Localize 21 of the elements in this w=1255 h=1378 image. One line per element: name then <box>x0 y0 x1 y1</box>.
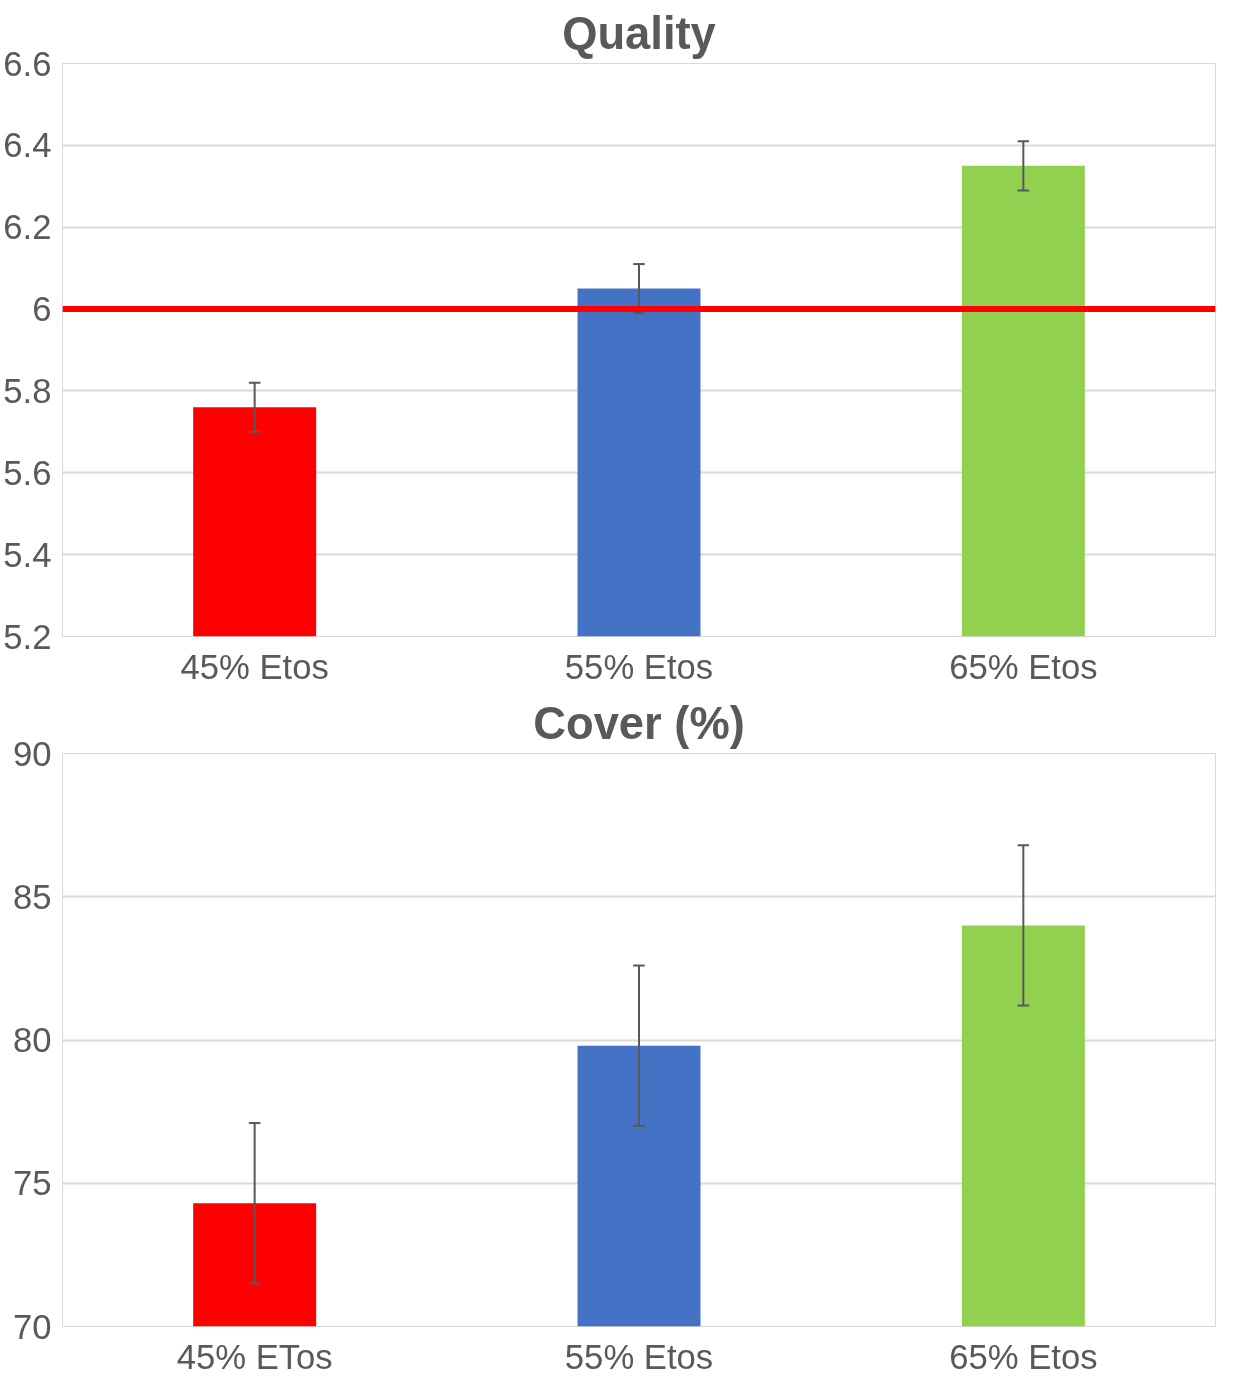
y-tick-label: 80 <box>12 1021 52 1059</box>
y-tick-label: 90 <box>12 734 52 773</box>
chart-title: Quality <box>562 7 716 59</box>
y-tick-label: 5.8 <box>3 371 52 410</box>
y-tick-label: 6.4 <box>3 126 52 165</box>
chart-title: Cover (%) <box>533 697 745 749</box>
x-tick-label: 45% Etos <box>180 647 329 686</box>
y-tick-label: 70 <box>12 1307 52 1346</box>
y-tick-label: 6 <box>32 290 52 329</box>
x-tick-label: 55% Etos <box>564 1337 714 1376</box>
y-tick-label: 5.2 <box>3 617 52 656</box>
x-tick-label: 55% Etos <box>564 647 714 686</box>
y-tick-label: 75 <box>12 1164 52 1203</box>
x-tick-label: 45% ETos <box>176 1337 333 1376</box>
x-tick-label: 65% Etos <box>949 647 1098 686</box>
y-tick-label: 85 <box>12 877 52 916</box>
y-tick-label: 6.2 <box>3 208 52 247</box>
x-tick-label: 65% Etos <box>949 1337 1098 1376</box>
y-tick-label: 6.6 <box>3 44 52 83</box>
y-tick-label: 5.6 <box>3 453 52 492</box>
y-tick-label: 5.4 <box>3 535 52 574</box>
